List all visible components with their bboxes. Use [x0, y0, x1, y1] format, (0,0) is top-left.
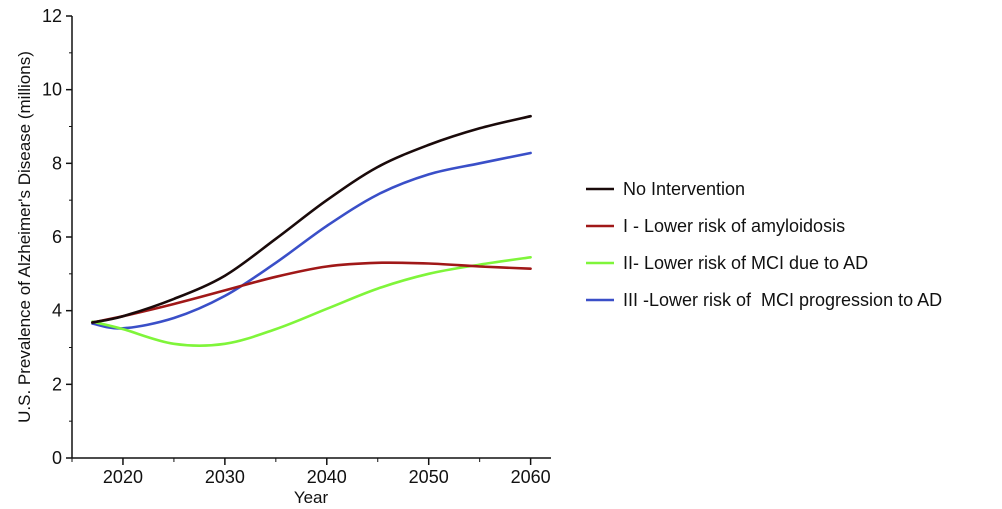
series-line-2: [91, 261, 532, 324]
series-line-4: [91, 151, 532, 330]
legend-label: III -Lower risk of MCI progression to AD: [623, 290, 942, 310]
y-tick-label: 6: [52, 227, 62, 247]
y-tick-label: 4: [52, 301, 62, 321]
series-line-3: [91, 256, 532, 347]
x-tick-label: 2060: [511, 467, 551, 487]
legend-label: No Intervention: [623, 179, 745, 199]
y-tick-label: 0: [52, 448, 62, 468]
y-axis-title: U.S. Prevalence of Alzheimer's Disease (…: [15, 51, 34, 423]
x-axis-title: Year: [294, 488, 329, 507]
series-line-1: [91, 114, 532, 324]
y-tick-label: 12: [42, 6, 62, 26]
x-tick-label: 2020: [103, 467, 143, 487]
x-tick-label: 2030: [205, 467, 245, 487]
legend-label: I - Lower risk of amyloidosis: [623, 216, 845, 236]
x-tick-label: 2050: [409, 467, 449, 487]
y-tick-label: 2: [52, 374, 62, 394]
y-tick-label: 8: [52, 153, 62, 173]
legend-label: II- Lower risk of MCI due to AD: [623, 253, 868, 273]
y-tick-label: 10: [42, 80, 62, 100]
x-tick-label: 2040: [307, 467, 347, 487]
